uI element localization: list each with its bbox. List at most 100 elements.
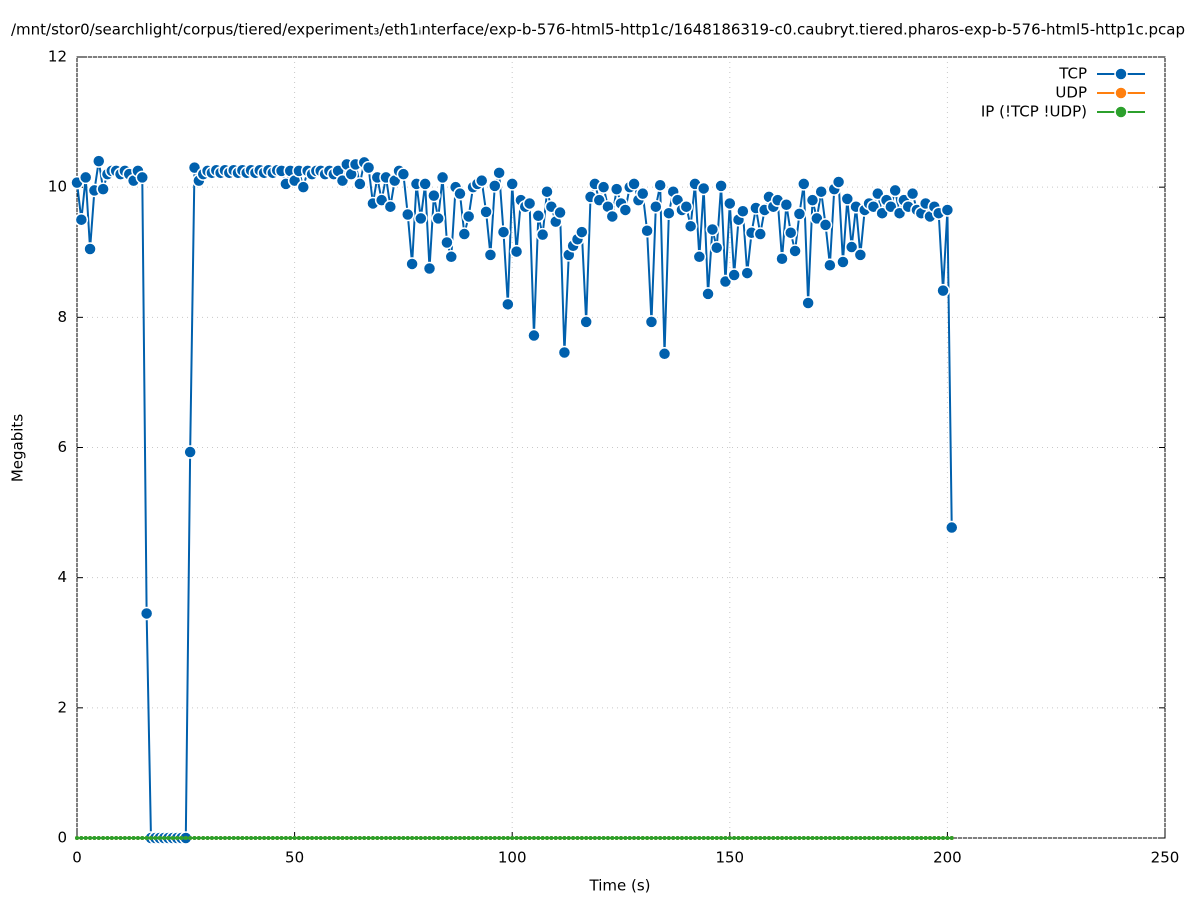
data-point xyxy=(518,836,523,840)
data-point xyxy=(340,836,345,840)
data-point xyxy=(831,175,846,189)
data-point xyxy=(488,836,493,840)
data-point xyxy=(336,836,341,840)
data-point xyxy=(775,836,780,840)
data-point xyxy=(444,836,449,840)
data-point xyxy=(823,258,837,273)
data-point xyxy=(405,836,410,840)
data-point xyxy=(170,836,175,840)
data-point xyxy=(706,836,711,840)
data-point xyxy=(253,836,258,840)
legend-marker xyxy=(1114,105,1128,119)
data-point xyxy=(758,836,763,840)
data-point xyxy=(78,170,93,185)
data-point xyxy=(793,836,798,840)
data-point xyxy=(701,287,715,301)
legend-marker xyxy=(1114,86,1128,100)
data-point xyxy=(627,836,632,840)
data-point xyxy=(496,225,511,239)
data-point xyxy=(118,836,123,840)
data-point xyxy=(880,836,885,840)
data-point xyxy=(684,836,689,840)
data-point xyxy=(941,836,946,840)
data-point xyxy=(527,328,541,343)
data-point xyxy=(849,836,854,840)
data-point xyxy=(697,836,702,840)
data-point xyxy=(692,836,697,840)
y-tick-label: 8 xyxy=(57,308,67,326)
data-point xyxy=(323,836,328,840)
data-point xyxy=(854,836,859,840)
data-point xyxy=(422,261,437,276)
data-point xyxy=(675,836,680,840)
data-point xyxy=(623,836,628,840)
data-point xyxy=(914,836,919,840)
data-point xyxy=(780,836,785,840)
data-point xyxy=(636,186,650,201)
data-point xyxy=(353,177,367,191)
data-point xyxy=(723,196,737,211)
data-point xyxy=(331,836,336,840)
data-point xyxy=(153,836,158,840)
data-point xyxy=(383,836,388,840)
y-axis-label: Megabits xyxy=(9,414,27,482)
data-point xyxy=(148,836,153,840)
data-point xyxy=(488,179,502,193)
x-axis-label: Time (s) xyxy=(589,877,651,895)
data-point xyxy=(127,836,132,840)
data-point xyxy=(818,218,833,232)
data-point xyxy=(92,836,97,840)
data-point xyxy=(540,184,554,199)
data-point xyxy=(614,836,619,840)
data-point xyxy=(440,235,454,250)
data-point xyxy=(553,205,567,220)
data-point xyxy=(292,836,297,840)
data-point xyxy=(845,836,850,840)
data-point xyxy=(562,836,567,840)
data-point xyxy=(349,836,354,840)
data-point xyxy=(462,836,467,840)
data-point xyxy=(92,154,106,168)
data-point xyxy=(592,836,597,840)
data-point xyxy=(740,266,754,280)
data-point xyxy=(649,199,663,214)
data-point xyxy=(840,836,845,840)
data-point xyxy=(632,836,637,840)
data-point xyxy=(775,252,789,266)
data-point xyxy=(383,199,398,214)
data-point xyxy=(936,283,950,298)
data-point xyxy=(893,836,898,840)
data-point xyxy=(505,177,519,191)
data-point xyxy=(575,225,589,239)
data-point xyxy=(597,836,602,840)
data-point xyxy=(435,170,450,185)
data-point xyxy=(932,836,937,840)
data-point xyxy=(736,836,741,840)
data-point xyxy=(771,836,776,840)
data-point xyxy=(201,836,206,840)
data-point xyxy=(222,836,227,840)
data-point xyxy=(753,227,768,241)
data-point xyxy=(653,836,658,840)
data-point xyxy=(827,836,832,840)
data-point xyxy=(114,836,119,840)
data-point xyxy=(549,836,554,840)
data-point xyxy=(366,836,371,840)
data-point xyxy=(679,836,684,840)
data-point xyxy=(392,836,397,840)
data-point xyxy=(919,836,924,840)
data-point xyxy=(923,836,928,840)
data-point xyxy=(727,268,741,282)
data-point xyxy=(666,836,671,840)
data-point xyxy=(745,836,750,840)
data-point xyxy=(140,836,145,840)
data-point xyxy=(558,836,563,840)
data-point xyxy=(814,836,819,840)
data-point xyxy=(832,836,837,840)
data-point xyxy=(788,244,802,258)
data-point xyxy=(945,836,950,840)
data-point xyxy=(218,836,223,840)
data-point xyxy=(353,836,358,840)
data-point xyxy=(318,836,323,840)
y-tick-label: 4 xyxy=(57,568,67,586)
